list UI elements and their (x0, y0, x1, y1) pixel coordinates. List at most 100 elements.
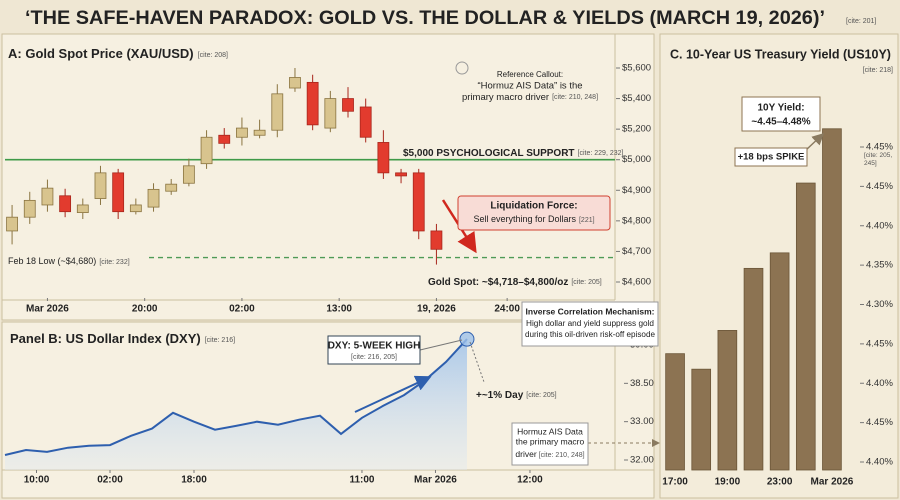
title-cite: [cite: 218] (863, 67, 893, 74)
peak-box (741, 96, 821, 132)
candle-body (94, 172, 107, 199)
tick-cite-box: [cite: 205, 245] (864, 152, 893, 167)
spot-label: Gold Spot: ~$4,718–$4,800/oz [cite: 205] (428, 277, 602, 288)
panel-title: A: Gold Spot Price (XAU/USD) [cite: 208] (8, 46, 228, 61)
line (4, 338, 468, 456)
driver-line: Hormuz AIS Data (517, 426, 583, 436)
high-label: DXY: 5-WEEK HIGH (328, 341, 421, 352)
y-tick-label: $4,900 (622, 185, 651, 196)
support-cite: [cite: 229, 232] (578, 150, 624, 157)
liquidation-heading: Liquidation Force: (490, 201, 577, 212)
x-tick-label: Mar 2026 (811, 477, 854, 488)
x-tick-label: 17:00 (662, 477, 688, 488)
bar (822, 128, 842, 471)
y-tick-label: $4,800 (622, 215, 651, 226)
x-tick-label: 19, 2026 (417, 304, 456, 315)
y-tick-label: $4,700 (622, 246, 651, 257)
title-cite: [cite: 201] (846, 18, 876, 25)
spike-arrow (805, 132, 825, 151)
candle-body (306, 81, 319, 126)
x-tick-label: 20:00 (132, 304, 158, 315)
candle-body (165, 183, 178, 192)
y-tick-label: 32.00 (630, 455, 654, 466)
panel-title: C. 10-Year US Treasury Yield (US10Y) (670, 47, 891, 61)
y-tick-label: 33.00 (630, 416, 654, 427)
title-text: A: Gold Spot Price (XAU/USD) (8, 46, 194, 61)
y-tick-label: 4.35% (866, 260, 893, 271)
x-tick-label: 18:00 (181, 475, 207, 486)
y-tick-label: 4.40% (866, 378, 893, 389)
callout-line: “Hormuz AIS Data” is the (477, 81, 582, 92)
peak-heading: 10Y Yield: (757, 103, 804, 114)
driver-line: the primary macro (516, 436, 585, 446)
x-tick-label: 13:00 (326, 304, 352, 315)
support-text: $5,000 PSYCHOLOGICAL SUPPORT (403, 148, 575, 159)
candle-body (76, 204, 89, 214)
spike-box (734, 147, 808, 167)
bar (795, 182, 816, 471)
candle-body (271, 93, 284, 131)
label-backdrop (5, 255, 145, 268)
page-title: ‘THE SAFE-HAVEN PARADOX: GOLD VS. THE DO… (25, 8, 825, 29)
y-tick-label: 4.40% (866, 220, 893, 231)
candle-body (412, 172, 425, 232)
callout-text: primary macro driver (462, 92, 549, 103)
callout-heading: Reference Callout: (497, 70, 563, 79)
callout-line: primary macro driver [cite: 210, 248] (462, 92, 598, 103)
driver-box (511, 422, 589, 466)
x-tick-label: 24:00 (494, 304, 520, 315)
panel-title: Panel B: US Dollar Index (DXY) [cite: 216… (10, 331, 235, 346)
title-text: Panel B: US Dollar Index (DXY) (10, 331, 201, 346)
prior-low-cite: [cite: 232] (99, 259, 129, 266)
driver-cite: [cite: 210, 248] (539, 452, 585, 459)
leader-line (469, 341, 485, 383)
driver-text: driver (515, 449, 536, 459)
annotation-layer: A: Gold Spot Price (XAU/USD) [cite: 208] … (5, 46, 893, 466)
trend-arrow (354, 375, 432, 413)
end-point (459, 331, 475, 347)
candle-body (6, 216, 18, 232)
title-cite: [cite: 216] (205, 337, 235, 344)
liquidation-box (457, 195, 611, 231)
x-tick-label: 10:00 (24, 475, 50, 486)
candle-body (324, 98, 337, 129)
mechanism-line: High dollar and yield suppress gold (526, 319, 654, 328)
candle-body (59, 195, 72, 213)
bar (769, 252, 790, 471)
candle-body (377, 142, 390, 174)
bar (691, 368, 712, 471)
candle-body (395, 172, 407, 177)
x-tick-label: 11:00 (349, 475, 374, 486)
prior-low-label: Feb 18 Low (~$4,680) [cite: 232] (8, 256, 130, 266)
liquidation-body: Sell everything for Dollars (473, 214, 576, 224)
candle-body (430, 230, 443, 250)
candle-body (218, 134, 231, 144)
tick-cite: [cite: 205, 245] (864, 152, 893, 167)
bar (665, 353, 685, 471)
candle-body (112, 172, 125, 213)
spot-text: Gold Spot: ~$4,718–$4,800/oz (428, 277, 568, 288)
line-area (5, 339, 467, 470)
high-box (327, 335, 421, 365)
y-tick-label: 4.45% (866, 338, 893, 349)
day-change-cite: [cite: 205] (526, 392, 556, 399)
high-cite: [cite: 216, 205] (351, 354, 397, 361)
peak-text: ~4.45–4.48% (751, 117, 810, 128)
candle-body (236, 127, 248, 138)
title-cite: [cite: 208] (198, 52, 228, 59)
x-tick-label: 23:00 (767, 477, 793, 488)
callout-cite: [cite: 210, 248] (552, 94, 598, 101)
candle-body (23, 199, 36, 218)
callout-icon (455, 61, 469, 75)
x-tick-label: 19:00 (715, 477, 741, 488)
candle-body (253, 129, 266, 136)
x-tick-label: Mar 2026 (414, 475, 457, 486)
y-tick-label: $5,000 (622, 154, 651, 165)
candle-body (129, 204, 142, 213)
candle-body (147, 188, 160, 208)
y-tick-label: $5,200 (622, 124, 651, 135)
y-tick-label: $5,600 (622, 63, 651, 74)
x-tick-label: Mar 2026 (26, 304, 69, 315)
x-tick-label: 12:00 (517, 475, 543, 486)
